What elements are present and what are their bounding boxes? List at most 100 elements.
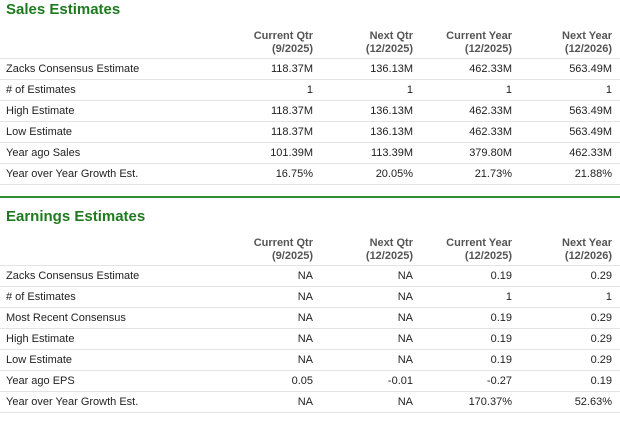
row-separator [0,163,620,164]
row-label: # of Estimates [6,291,76,303]
column-header: Next Year [562,30,612,42]
cell-value: NA [397,354,413,366]
cell-value: 16.75% [275,168,313,180]
cell-value: NA [297,354,313,366]
cell-value: 0.19 [490,270,512,282]
column-period: (12/2026) [564,43,612,55]
cell-value: 462.33M [569,147,612,159]
column-header: Current Qtr [253,30,313,42]
row-separator [0,265,620,266]
cell-value: -0.01 [387,375,413,387]
row-label: Zacks Consensus Estimate [6,270,140,282]
cell-value: 118.37M [271,105,313,117]
cell-value: 462.33M [469,63,512,75]
section-divider [0,196,620,198]
section-title: Sales Estimates [6,1,121,18]
row-label: High Estimate [6,333,75,345]
cell-value: NA [397,312,413,324]
cell-value: 1 [406,84,413,96]
row-label: Zacks Consensus Estimate [6,63,140,75]
column-period: (12/2025) [464,43,512,55]
cell-value: 1 [605,291,612,303]
column-header: Next Qtr [369,237,413,249]
column-period: (12/2025) [365,43,413,55]
cell-value: 0.29 [590,333,612,345]
cell-value: 113.39M [371,147,413,159]
row-separator [0,58,620,59]
cell-value: 136.13M [370,126,413,138]
row-separator [0,286,620,287]
cell-value: NA [297,396,313,408]
column-header: Next Qtr [369,30,413,42]
cell-value: NA [297,312,313,324]
row-label: Low Estimate [6,126,73,138]
cell-value: 20.05% [375,168,413,180]
cell-value: NA [397,291,413,303]
cell-value: 462.33M [469,105,512,117]
cell-value: 379.80M [469,147,512,159]
column-header: Current Year [446,237,512,249]
cell-value: NA [397,270,413,282]
row-separator [0,391,620,392]
cell-value: NA [397,396,413,408]
cell-value: 0.29 [590,270,612,282]
column-header: Current Year [446,30,512,42]
cell-value: -0.27 [486,375,512,387]
cell-value: 170.37% [468,396,512,408]
row-separator [0,142,620,143]
row-separator [0,349,620,350]
row-separator [0,79,620,80]
cell-value: 563.49M [569,126,612,138]
row-separator [0,100,620,101]
cell-value: NA [397,333,413,345]
row-separator [0,184,620,185]
cell-value: 52.63% [574,396,612,408]
cell-value: 0.05 [291,375,313,387]
cell-value: 0.29 [590,354,612,366]
row-separator [0,121,620,122]
column-period: (9/2025) [272,250,313,262]
cell-value: NA [297,333,313,345]
row-label: Low Estimate [6,354,73,366]
row-label: Year ago Sales [6,147,81,159]
cell-value: 136.13M [370,105,413,117]
column-period: (12/2025) [464,250,512,262]
row-label: # of Estimates [6,84,76,96]
column-period: (9/2025) [272,43,313,55]
cell-value: 0.29 [590,312,612,324]
cell-value: 462.33M [469,126,512,138]
cell-value: 0.19 [490,312,512,324]
row-label: Most Recent Consensus [6,312,126,324]
column-header: Current Qtr [253,237,313,249]
cell-value: NA [297,270,313,282]
cell-value: 563.49M [569,105,612,117]
column-period: (12/2025) [365,250,413,262]
row-separator [0,307,620,308]
cell-value: 118.37M [271,63,313,75]
cell-value: 1 [505,84,512,96]
column-period: (12/2026) [564,250,612,262]
cell-value: 101.39M [270,147,313,159]
row-label: Year ago EPS [6,375,75,387]
cell-value: 0.19 [590,375,612,387]
row-separator [0,328,620,329]
cell-value: 0.19 [490,333,512,345]
cell-value: 118.37M [271,126,313,138]
cell-value: 21.73% [474,168,512,180]
cell-value: 563.49M [569,63,612,75]
section-title: Earnings Estimates [6,208,146,225]
cell-value: 1 [605,84,612,96]
cell-value: 1 [306,84,313,96]
cell-value: NA [297,291,313,303]
column-header: Next Year [562,237,612,249]
row-label: High Estimate [6,105,75,117]
cell-value: 21.88% [574,168,612,180]
row-label: Year over Year Growth Est. [6,396,139,408]
row-label: Year over Year Growth Est. [6,168,139,180]
row-separator [0,412,620,413]
row-separator [0,370,620,371]
cell-value: 136.13M [370,63,413,75]
cell-value: 1 [505,291,512,303]
cell-value: 0.19 [490,354,512,366]
